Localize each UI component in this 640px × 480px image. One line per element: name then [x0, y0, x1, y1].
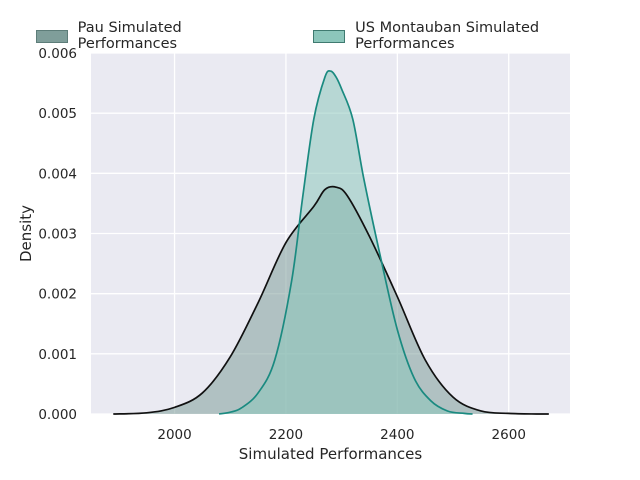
y-tick-label: 0.003: [38, 227, 77, 243]
y-tick-label: 0.000: [38, 407, 77, 423]
y-tick-label: 0.006: [38, 46, 77, 62]
y-tick-label: 0.001: [38, 347, 77, 363]
y-tick-label: 0.005: [38, 106, 77, 122]
y-tick-label: 0.002: [38, 287, 77, 303]
density-area-montauban: [219, 70, 473, 415]
y-axis-label: Density: [17, 205, 35, 262]
legend: Pau Simulated Performances US Montauban …: [36, 20, 640, 52]
x-tick-label: 2200: [269, 427, 303, 443]
legend-swatch-pau: [36, 29, 68, 43]
y-tick-label: 0.004: [38, 166, 77, 182]
legend-item-pau: Pau Simulated Performances: [36, 20, 283, 52]
x-tick-label: 2400: [380, 427, 414, 443]
x-tick-label: 2600: [492, 427, 526, 443]
x-axis-label: Simulated Performances: [239, 445, 423, 463]
legend-label-montauban: US Montauban Simulated Performances: [355, 20, 540, 52]
legend-label-pau: Pau Simulated Performances: [77, 20, 182, 52]
legend-item-montauban: US Montauban Simulated Performances: [313, 20, 640, 52]
legend-swatch-montauban: [313, 29, 346, 43]
density-line-pau: [113, 185, 549, 415]
density-line-montauban: [218, 69, 473, 415]
x-tick-label: 2000: [157, 427, 191, 443]
